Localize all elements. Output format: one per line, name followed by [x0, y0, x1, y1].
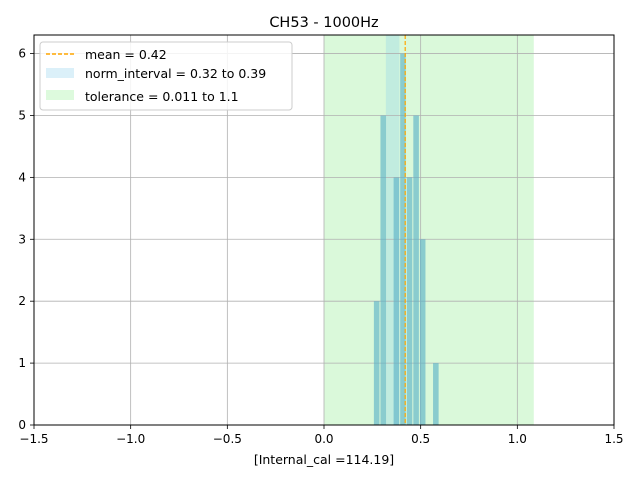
- y-tick-label: 5: [18, 108, 26, 122]
- histogram-bar: [406, 177, 413, 425]
- y-tick-label: 3: [18, 232, 26, 246]
- histogram-bar: [373, 301, 380, 425]
- y-tick-label: 2: [18, 294, 26, 308]
- histogram-bar: [400, 53, 406, 425]
- histogram-bar: [413, 115, 419, 425]
- legend-box: [39, 41, 293, 111]
- y-tick-label: 6: [18, 47, 26, 61]
- y-tick-label: 0: [18, 418, 26, 432]
- legend-tolerance-swatch: [46, 90, 74, 100]
- y-tick-label: 4: [18, 170, 26, 184]
- x-tick-label: 0.5: [411, 432, 430, 446]
- histogram-bar: [393, 177, 400, 425]
- legend: mean = 0.42 norm_interval = 0.32 to 0.39…: [39, 41, 293, 111]
- x-tick-label: 1.5: [604, 432, 623, 446]
- chart-title: CH53 - 1000Hz: [269, 15, 378, 31]
- legend-norm-interval-label: norm_interval = 0.32 to 0.39: [85, 66, 266, 81]
- legend-tolerance-label: tolerance = 0.011 to 1.1: [85, 89, 239, 104]
- x-tick-label: 1.0: [508, 432, 527, 446]
- x-tick-label: −1.0: [116, 432, 145, 446]
- x-tick-label: −1.5: [19, 432, 48, 446]
- x-tick-label: −0.5: [213, 432, 242, 446]
- legend-norm-interval-swatch: [46, 68, 74, 78]
- tolerance-band: [324, 35, 534, 425]
- x-tick-label: 0.0: [314, 432, 333, 446]
- histogram-bar: [419, 239, 426, 425]
- histogram-bar: [380, 115, 387, 425]
- y-tick-label: 1: [18, 356, 26, 370]
- x-axis-label: [Internal_cal =114.19]: [254, 452, 394, 467]
- histogram-bar: [433, 363, 439, 425]
- legend-mean-label: mean = 0.42: [85, 47, 167, 62]
